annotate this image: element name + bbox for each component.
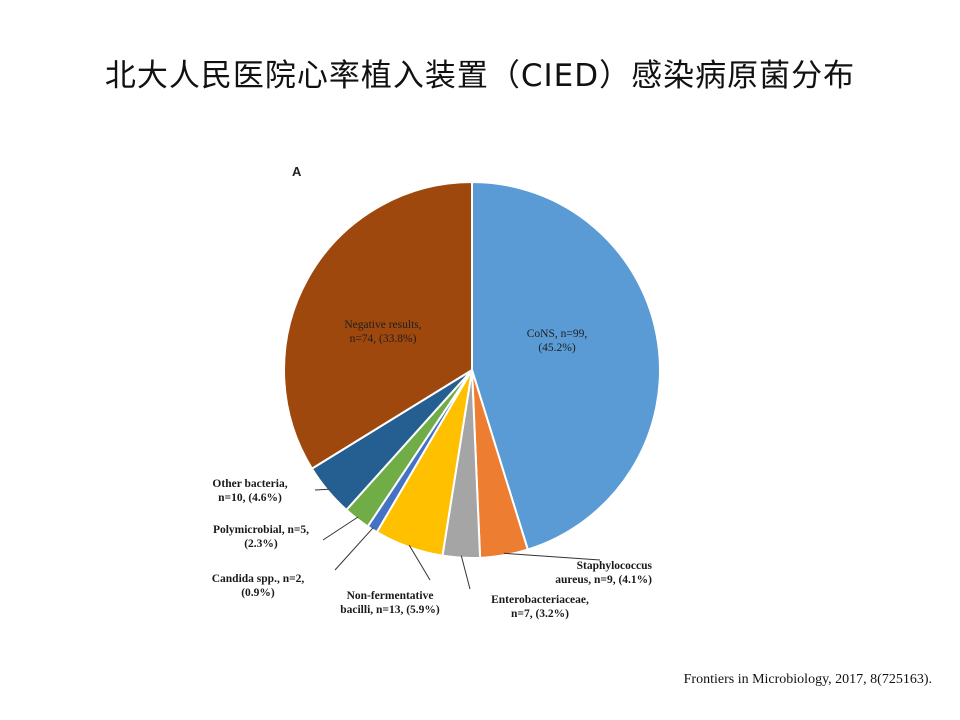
slice-label-line: Staphylococcus (577, 560, 653, 572)
slice-label-line: aureus, n=9, (4.1%) (555, 574, 652, 586)
slice-label-non-fermentative-bacilli: Non-fermentative bacilli, n=13, (5.9%) (340, 590, 440, 616)
leader-line-staphylococcus-aureus (503, 552, 601, 561)
slice-label-other-bacteria: Other bacteria, n=10, (4.6%) (212, 478, 287, 504)
panel-label: A (292, 164, 302, 179)
slice-label-line: Non-fermentative (347, 590, 434, 602)
pie-slice-negative-results (283, 180, 473, 471)
slice-label-line: Candida spp., n=2, (212, 573, 305, 585)
leader-line-non-fermentative-bacilli (408, 544, 431, 581)
pie-slice-cons (471, 180, 661, 551)
slice-label-line: (0.9%) (241, 587, 275, 599)
slice-label-staphylococcus-aureus: Staphylococcus aureus, n=9, (4.1%) (555, 560, 652, 586)
leader-line-candida-spp (334, 527, 374, 571)
slice-label-line: n=74, (33.8%) (350, 333, 417, 345)
slice-label-cons: CoNS, n=99, (45.2%) (527, 328, 588, 354)
slice-label-negative-results: Negative results, n=74, (33.8%) (344, 319, 421, 345)
leader-line-other-bacteria (314, 488, 330, 491)
leader-line-enterobacteriaceae (460, 555, 471, 590)
slice-label-line: CoNS, n=99, (527, 328, 588, 340)
slide-title: 北大人民医院心率植入装置（CIED）感染病原菌分布 (104, 58, 856, 94)
slice-label-line: (45.2%) (538, 342, 576, 354)
pie-slices (283, 180, 661, 559)
slice-label-line: bacilli, n=13, (5.9%) (340, 604, 440, 616)
slice-label-line: Negative results, (344, 319, 421, 331)
slice-label-line: Enterobacteriaceae, (491, 594, 589, 606)
slice-label-line: Polymicrobial, n=5, (213, 524, 309, 536)
slice-label-line: (2.3%) (244, 538, 278, 550)
slice-label-enterobacteriaceae: Enterobacteriaceae, n=7, (3.2%) (491, 594, 589, 620)
slice-label-line: Other bacteria, (212, 478, 287, 490)
leader-line-polymicrobial (322, 516, 359, 541)
slice-label-line: n=10, (4.6%) (218, 492, 282, 504)
slice-label-polymicrobial: Polymicrobial, n=5, (2.3%) (213, 524, 309, 550)
citation: Frontiers in Microbiology, 2017, 8(72516… (683, 672, 932, 687)
leader-lines (314, 488, 601, 590)
slice-label-line: n=7, (3.2%) (511, 608, 569, 620)
slice-label-candida-spp: Candida spp., n=2, (0.9%) (212, 573, 305, 599)
slice-labels: CoNS, n=99, (45.2%) Staphylococcus aureus, … (212, 319, 653, 620)
